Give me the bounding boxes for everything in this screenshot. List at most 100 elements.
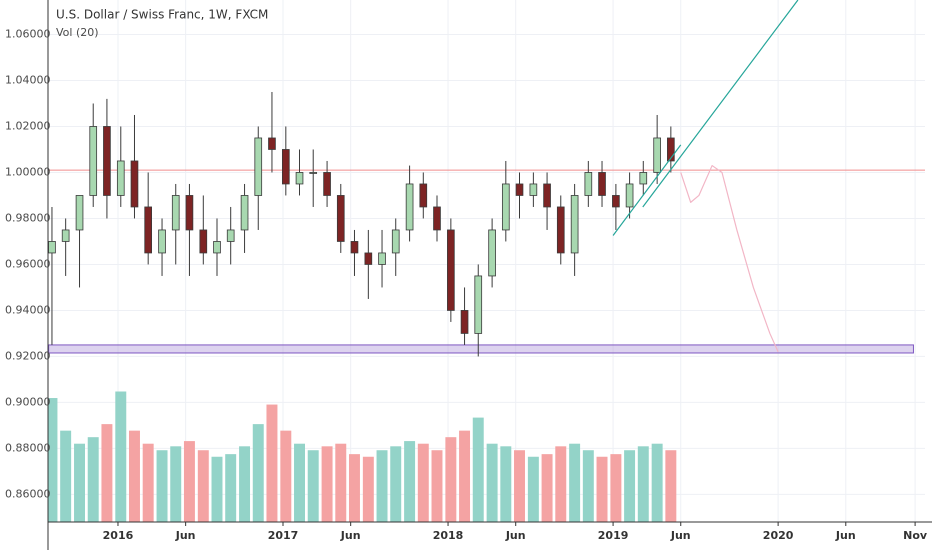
- candle-body: [625, 183, 634, 208]
- x-tick-label: Jun: [340, 529, 361, 542]
- candle-body: [336, 195, 345, 242]
- candle-body: [75, 195, 84, 231]
- volume-bar: [569, 443, 581, 522]
- projection-path: [680, 164, 779, 353]
- volume-bar: [170, 446, 182, 522]
- candle-body: [61, 229, 70, 242]
- volume-bar: [197, 450, 209, 522]
- chart-title: U.S. Dollar / Swiss Franc, 1W, FXCM: [56, 8, 268, 22]
- candle-body: [639, 172, 648, 185]
- y-tick-label: 1.04000: [5, 73, 51, 86]
- y-tick-label: 1.02000: [5, 119, 51, 132]
- candle-body: [309, 172, 318, 174]
- candle-body: [268, 137, 276, 150]
- candle-body: [323, 172, 331, 196]
- candle-body: [144, 206, 153, 254]
- volume-bar: [541, 454, 553, 522]
- candle-body: [378, 252, 386, 265]
- y-tick-label: 0.86000: [5, 487, 51, 500]
- candle-body: [543, 183, 551, 208]
- candle-body: [405, 183, 414, 231]
- grid: [48, 0, 925, 522]
- candle-body: [419, 183, 428, 208]
- x-tick-label: Jun: [505, 529, 526, 542]
- y-tick-label: 0.94000: [5, 303, 51, 316]
- candle-body: [364, 252, 373, 265]
- volume-bar: [417, 443, 429, 522]
- candle-body: [158, 229, 166, 254]
- axis-labels: 0.86000 0.88000 0.90000 0.92000 0.94000 0.960…: [5, 27, 928, 542]
- x-tick-label: 2017: [268, 529, 299, 542]
- candle-body: [612, 195, 620, 208]
- y-tick-label: 0.88000: [5, 441, 51, 454]
- y-tick-label: 1.00000: [5, 165, 51, 178]
- volume-bar: [321, 446, 333, 522]
- volume-bar: [335, 443, 347, 522]
- volume-bar: [266, 404, 278, 522]
- x-tick-label: Jun: [670, 529, 691, 542]
- candle-body: [116, 160, 125, 196]
- candle-body: [515, 183, 524, 196]
- volume-bar: [348, 454, 360, 522]
- volume-bar: [280, 430, 292, 522]
- volume-bar: [115, 391, 127, 522]
- volume-bar: [156, 450, 168, 522]
- candle-body: [254, 137, 263, 196]
- x-tick-label: 2019: [598, 529, 629, 542]
- candle-body: [474, 275, 483, 334]
- candle-body: [447, 229, 455, 311]
- volume-bar: [48, 398, 58, 522]
- support-band: [48, 344, 914, 354]
- volume-bar: [555, 446, 567, 522]
- candle-body: [130, 160, 139, 208]
- volume-bar: [225, 454, 237, 522]
- x-tick-label: 2020: [763, 529, 794, 542]
- volume-bar: [637, 446, 649, 522]
- x-tick-label: Nov: [903, 529, 928, 542]
- volume-bar: [582, 450, 594, 522]
- x-tick-label: 2018: [433, 529, 464, 542]
- y-tick-label: 0.90000: [5, 395, 51, 408]
- y-tick-label: 0.98000: [5, 211, 51, 224]
- volume-bar: [514, 450, 525, 522]
- indicator-label: Vol (20): [56, 26, 99, 39]
- candle-body: [185, 195, 194, 231]
- candle-body: [226, 229, 235, 242]
- volume-bar: [294, 443, 305, 522]
- candle-body: [213, 241, 221, 254]
- volume-bar: [527, 456, 539, 522]
- volume-bar: [486, 443, 498, 522]
- volume-bar: [128, 430, 140, 522]
- volume-bar: [307, 450, 319, 522]
- candle-body: [433, 206, 441, 231]
- trend-line: [612, 144, 682, 236]
- volume-bar: [362, 456, 374, 522]
- candle-body: [391, 229, 400, 254]
- y-tick-label: 1.06000: [5, 27, 51, 40]
- volume-bar: [431, 450, 443, 522]
- candle-body: [667, 137, 675, 162]
- candle-body: [240, 195, 249, 231]
- volume-bar: [665, 450, 677, 522]
- candle-body: [171, 195, 180, 231]
- trend-line: [642, 0, 799, 208]
- volume-bar: [404, 441, 416, 522]
- volume-bar: [74, 443, 86, 522]
- y-tick-label: 0.92000: [5, 349, 51, 362]
- candle-body: [529, 183, 538, 196]
- x-tick-label: 2016: [103, 529, 134, 542]
- y-tick-label: 0.96000: [5, 257, 51, 270]
- volume-bar: [500, 446, 512, 522]
- candle-body: [598, 172, 606, 196]
- candle-body: [501, 183, 510, 231]
- volume-bar: [60, 430, 72, 522]
- candle-body: [295, 172, 304, 185]
- candle-body: [89, 126, 98, 196]
- candle-body: [584, 172, 593, 196]
- volume-bar: [211, 456, 223, 522]
- volume-bar: [183, 441, 195, 522]
- x-tick-label: Jun: [835, 529, 856, 542]
- candle-body: [556, 206, 565, 254]
- candle-body: [653, 137, 661, 173]
